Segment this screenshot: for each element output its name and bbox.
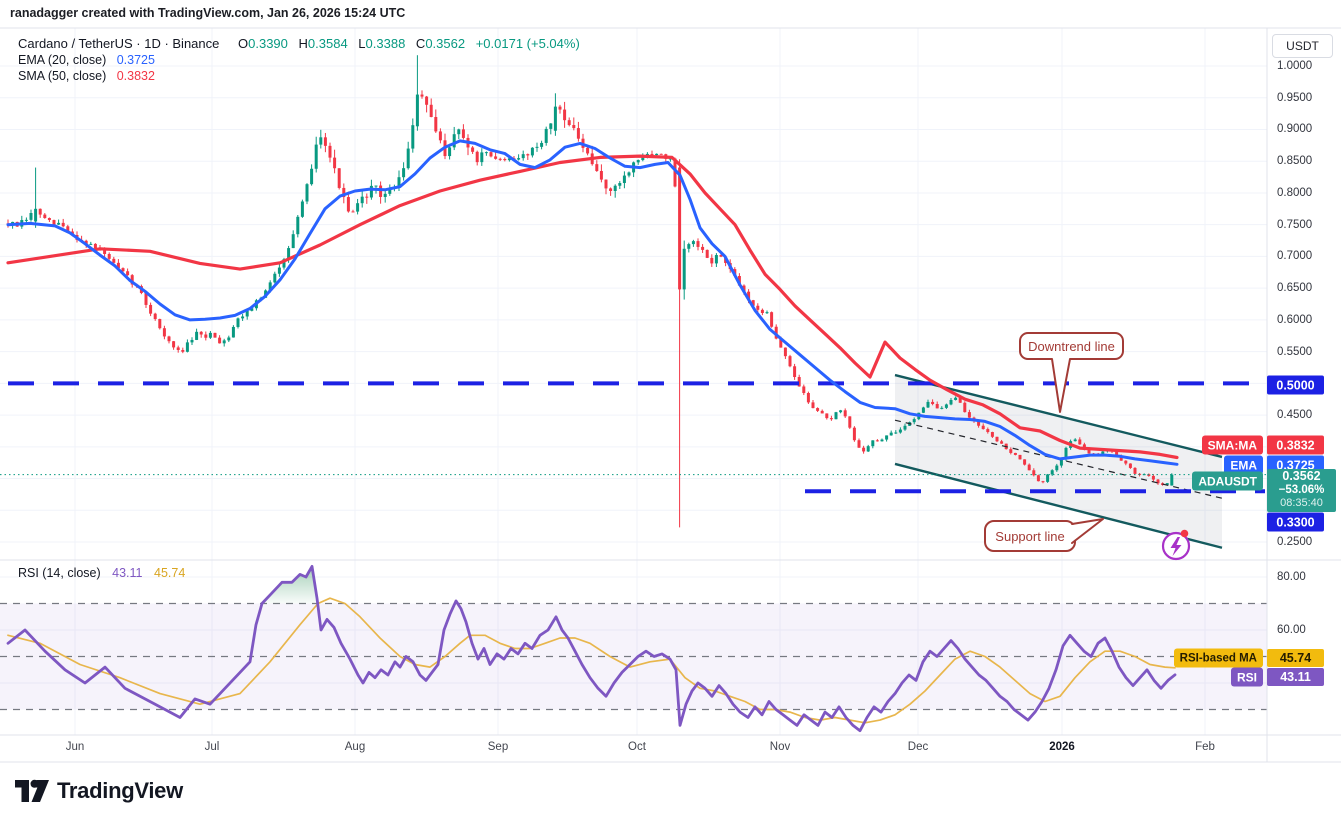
time-label-Nov: Nov [769, 741, 791, 753]
symbol-title: Cardano / TetherUS · 1D · Binance [18, 36, 220, 51]
rsi-axis-badge: 43.11 [1267, 668, 1324, 686]
rsi-tick-80.00: 80.00 [1277, 571, 1306, 583]
resistance-level-badge: 0.5000 [1267, 375, 1324, 395]
ema20-line [6, 139, 1179, 466]
price-tick-0.8000: 0.8000 [1277, 186, 1313, 199]
high-value: 0.3584 [307, 36, 348, 51]
candles-layer [6, 55, 1174, 528]
rsi-legend[interactable]: RSI (14, close) 43.11 45.74 [18, 566, 185, 580]
price-tick-0.8500: 0.8500 [1277, 155, 1313, 168]
time-label-Dec: Dec [907, 741, 929, 753]
sma-legend[interactable]: SMA (50, close) 0.3832 [18, 69, 155, 83]
ema-label: EMA (20, close) [18, 53, 107, 67]
rsi-label: RSI (14, close) [18, 566, 101, 580]
support-level-badge: 0.3300 [1267, 512, 1324, 532]
channel-fill [895, 375, 1222, 548]
rsi-ma-value: 45.74 [154, 566, 186, 580]
rsi-line [6, 565, 1177, 733]
time-label-Feb: Feb [1195, 741, 1215, 753]
time-label-Jul: Jul [204, 741, 220, 753]
sma50-line [6, 154, 1179, 460]
change-value: +0.0171 (+5.04%) [475, 36, 580, 51]
downtrend-line-callout[interactable]: Downtrend line [1028, 338, 1115, 354]
callout-shapes[interactable] [984, 332, 1124, 552]
price-tick-0.7500: 0.7500 [1277, 218, 1313, 231]
time-label-2026: 2026 [1049, 741, 1075, 753]
price-tick-0.6500: 0.6500 [1277, 282, 1313, 295]
price-tick-0.6000: 0.6000 [1277, 313, 1313, 326]
downtrend-line [894, 373, 1223, 459]
sma-axis-tag: SMA:MA [1201, 435, 1263, 455]
ema-legend[interactable]: EMA (20, close) 0.3725 [18, 53, 155, 67]
session-change-pct: −53.06% [1278, 483, 1325, 496]
rsi-axis-tag: RSI [1230, 667, 1263, 687]
close-value: 0.3562 [425, 36, 466, 51]
tradingview-logo-icon [15, 779, 49, 802]
price-tick-0.9500: 0.9500 [1277, 91, 1313, 104]
rsi-ma-axis-tag: RSI-based MA [1173, 648, 1263, 668]
symbol-legend[interactable]: Cardano / TetherUS · 1D · Binance O0.339… [18, 36, 580, 51]
price-tick-0.5500: 0.5500 [1277, 345, 1313, 358]
rsi-ma-axis-badge: 45.74 [1267, 649, 1324, 667]
ema-value: 0.3725 [116, 53, 155, 67]
time-label-Oct: Oct [628, 741, 646, 753]
rsi-value: 43.11 [112, 566, 143, 580]
last-price-badge: 0.3562 −53.06% 08:35:40 [1267, 469, 1336, 512]
open-label: O [238, 36, 249, 51]
tradingview-logo-text: TradingView [57, 778, 183, 803]
last-price: 0.3562 [1282, 469, 1321, 484]
sma-label: SMA (50, close) [18, 69, 107, 83]
currency-toggle-button[interactable]: USDT [1272, 34, 1333, 58]
support-line-callout[interactable]: Support line [995, 528, 1065, 544]
symbol-axis-tag: ADAUSDT [1192, 471, 1263, 491]
close-label: C [415, 36, 426, 51]
price-tick-1.0000: 1.0000 [1277, 60, 1313, 72]
price-tick-0.7000: 0.7000 [1277, 250, 1313, 263]
low-value: 0.3388 [365, 36, 406, 51]
tradingview-logo[interactable]: TradingView [14, 778, 183, 804]
support-line [894, 462, 1223, 549]
rsi-based-ma-line [7, 597, 1176, 724]
high-label: H [298, 36, 308, 51]
low-label: L [358, 36, 366, 51]
rsi-overbought-fill [262, 566, 318, 604]
price-tick-0.4500: 0.4500 [1277, 409, 1313, 422]
open-value: 0.3390 [248, 36, 288, 51]
sma-value: 0.3832 [116, 69, 155, 83]
time-label-Aug: Aug [344, 741, 366, 753]
ema-axis-tag: EMA [1224, 455, 1263, 475]
time-label-Jun: Jun [65, 741, 85, 753]
sma-axis-badge: 0.3832 [1267, 435, 1324, 455]
panel-separators [0, 27, 1341, 763]
attribution-text: ranadagger created with TradingView.com,… [10, 6, 406, 20]
time-label-Sep: Sep [487, 741, 509, 753]
rsi-pane [0, 602, 1267, 711]
lightning-alert-icon[interactable] [1161, 529, 1191, 561]
bar-countdown: 08:35:40 [1280, 497, 1323, 510]
rsi-tick-60.00: 60.00 [1277, 624, 1306, 636]
price-tick-0.9000: 0.9000 [1277, 123, 1313, 136]
price-tick-0.2500: 0.2500 [1277, 536, 1313, 549]
